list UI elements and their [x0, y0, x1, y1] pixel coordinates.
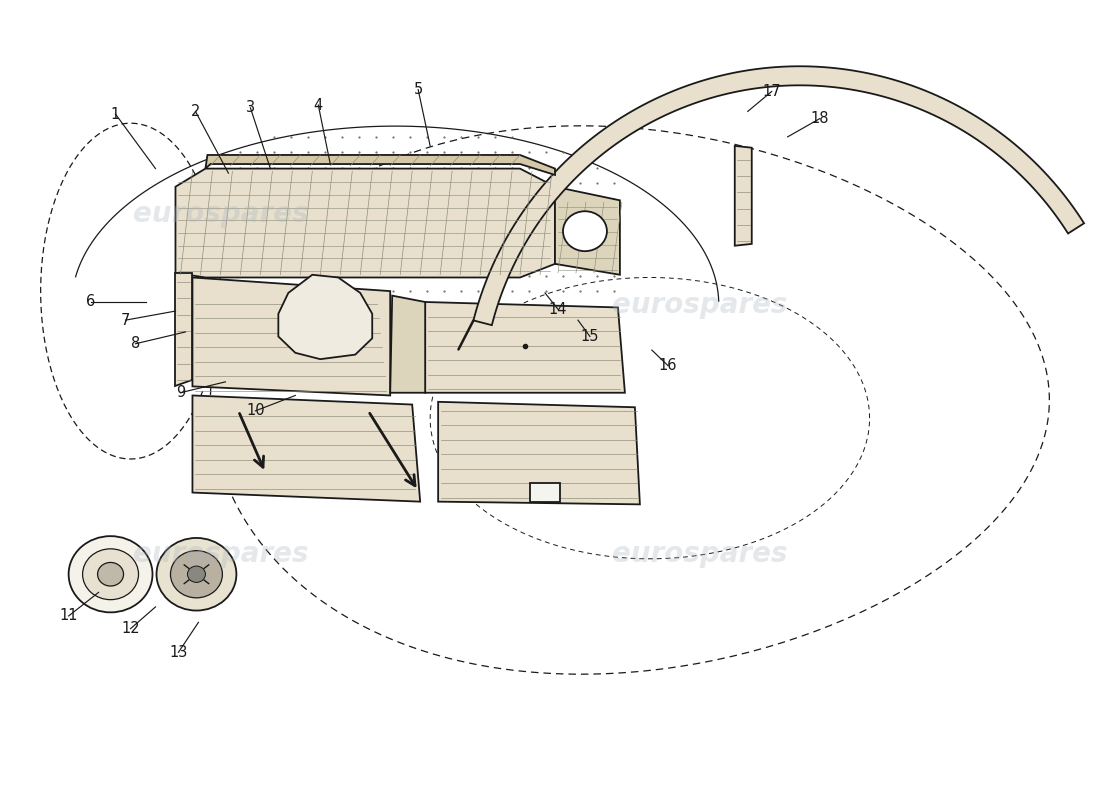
Text: 13: 13	[169, 645, 188, 660]
Polygon shape	[530, 483, 560, 502]
Circle shape	[82, 549, 139, 600]
Circle shape	[563, 211, 607, 251]
Text: 5: 5	[414, 82, 422, 97]
Text: 17: 17	[762, 84, 781, 99]
Polygon shape	[556, 186, 620, 274]
Circle shape	[187, 566, 206, 582]
Text: eurospares: eurospares	[133, 540, 308, 568]
Text: 16: 16	[659, 358, 678, 373]
Circle shape	[68, 536, 153, 612]
Text: 3: 3	[245, 100, 255, 115]
Circle shape	[170, 550, 222, 598]
Text: eurospares: eurospares	[612, 540, 788, 568]
Polygon shape	[176, 273, 192, 386]
Text: 9: 9	[176, 386, 185, 400]
Polygon shape	[206, 155, 556, 175]
Polygon shape	[438, 402, 640, 504]
Text: 12: 12	[121, 621, 140, 636]
Circle shape	[156, 538, 236, 610]
Polygon shape	[426, 302, 625, 393]
Text: 6: 6	[86, 294, 96, 310]
Polygon shape	[735, 146, 751, 246]
Text: 14: 14	[549, 302, 568, 317]
Text: eurospares: eurospares	[612, 290, 788, 318]
Text: 11: 11	[59, 609, 78, 623]
Text: 15: 15	[581, 329, 600, 344]
Text: 7: 7	[121, 313, 130, 328]
Text: eurospares: eurospares	[133, 200, 308, 228]
Polygon shape	[192, 278, 390, 395]
Circle shape	[98, 562, 123, 586]
Polygon shape	[192, 395, 420, 502]
Text: 2: 2	[190, 104, 200, 119]
Polygon shape	[390, 296, 426, 393]
Text: 4: 4	[314, 98, 323, 113]
Text: 1: 1	[111, 106, 120, 122]
Text: 18: 18	[811, 111, 829, 126]
Text: 10: 10	[246, 403, 265, 418]
Polygon shape	[278, 274, 372, 359]
Text: 8: 8	[131, 336, 140, 351]
Polygon shape	[176, 169, 556, 278]
Polygon shape	[473, 66, 1085, 325]
